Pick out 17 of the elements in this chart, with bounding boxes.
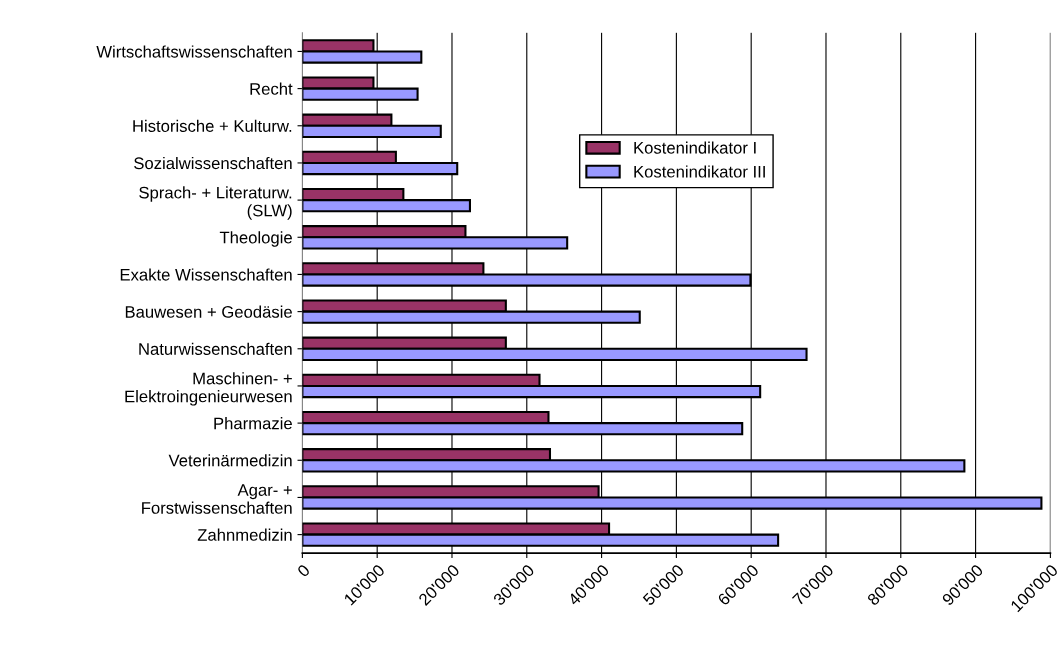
y-tick-label: Bauwesen + Geodäsie — [125, 305, 292, 318]
y-tick-label: Maschinen- + Elektroingenieurwesen — [125, 372, 292, 406]
y-tick-label: Theologie — [219, 231, 292, 247]
y-tick-label: Zahnmedizin — [197, 528, 292, 541]
y-tick-label: Historische + Kulturw. — [133, 119, 292, 132]
y-tick-label: Wirtschaftswissenschaften — [96, 45, 292, 58]
y-tick-label: Pharmazie — [214, 417, 292, 430]
y-tick-label: Veterinärmedizin — [168, 454, 292, 467]
y-tick-label: Sprach- + Literaturw. (SLW) — [139, 186, 292, 220]
x-tick-label: 0 — [296, 563, 311, 578]
y-tick-label: Naturwissenschaften — [139, 342, 292, 355]
y-tick-label: Recht — [250, 82, 293, 95]
legend-label: Kostenindikator I — [634, 141, 756, 154]
y-tick-label: Agar- + Forstwissenschaften — [142, 484, 292, 514]
legend-label: Kostenindikator III — [634, 165, 765, 178]
y-tick-label: Sozialwissenschaften — [134, 156, 292, 170]
y-tick-label: Exakte Wissenschaften — [120, 268, 292, 281]
